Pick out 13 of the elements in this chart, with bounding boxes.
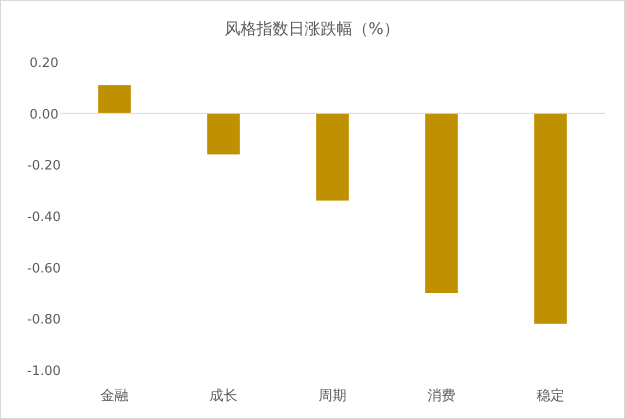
y-tick-label: -0.40 — [27, 210, 61, 225]
chart-title: 风格指数日涨跌幅（%） — [224, 19, 400, 38]
x-tick-label: 成长 — [210, 388, 238, 404]
y-tick-label: -0.80 — [27, 312, 61, 328]
y-tick-label: 0.00 — [30, 107, 58, 122]
x-tick-label: 消费 — [428, 388, 456, 404]
y-tick-label: -0.20 — [27, 158, 61, 174]
y-tick-label: 0.20 — [30, 56, 58, 71]
y-tick-label: -1.00 — [27, 364, 61, 379]
y-tick-label: -0.60 — [27, 261, 61, 276]
x-tick-label: 金融 — [100, 388, 128, 404]
x-tick-label: 稳定 — [536, 388, 564, 404]
x-tick-label: 周期 — [318, 388, 346, 404]
